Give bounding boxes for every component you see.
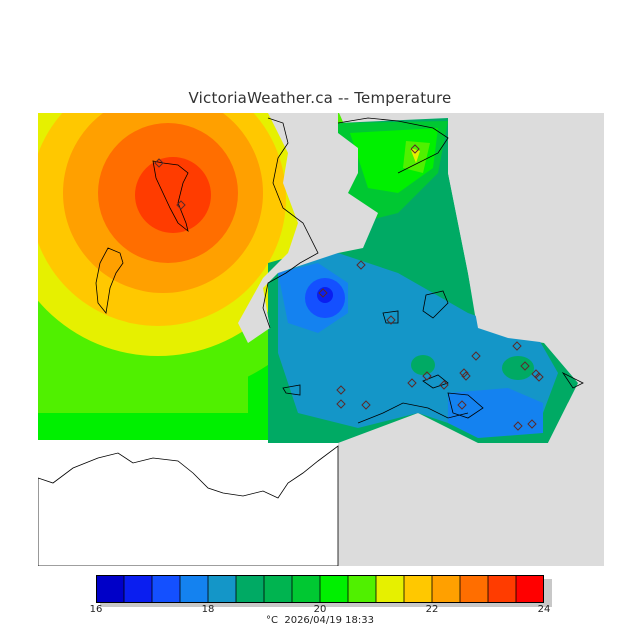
footer-text: °C 2026/04/19 18:33 bbox=[0, 615, 640, 626]
colorbar-tick-label: 20 bbox=[313, 604, 327, 615]
station-marker bbox=[512, 341, 522, 351]
colorbar-segment bbox=[432, 575, 460, 603]
temperature-map[interactable] bbox=[38, 113, 604, 566]
station-marker bbox=[439, 380, 449, 390]
station-marker bbox=[422, 371, 432, 381]
station-marker bbox=[459, 368, 469, 378]
timestamp: 2026/04/19 18:33 bbox=[284, 615, 374, 626]
colorbar-segment bbox=[376, 575, 404, 603]
colorbar-segment bbox=[124, 575, 152, 603]
colorbar-border bbox=[96, 575, 544, 603]
colorbar-segment bbox=[180, 575, 208, 603]
no-data-east bbox=[238, 113, 604, 566]
station-marker bbox=[534, 372, 544, 382]
station-marker bbox=[520, 361, 530, 371]
coastlines bbox=[95, 117, 584, 424]
station-marker bbox=[356, 260, 366, 270]
colorbar-segment bbox=[236, 575, 264, 603]
station-marker bbox=[461, 371, 471, 381]
colorbar-segment bbox=[488, 575, 516, 603]
colorbar-segment bbox=[152, 575, 180, 603]
colorbar-segment bbox=[404, 575, 432, 603]
station-marker bbox=[457, 400, 467, 410]
station-marker bbox=[471, 351, 481, 361]
olympic-peninsula-outline bbox=[38, 445, 339, 566]
colorbar-segment bbox=[208, 575, 236, 603]
colorbar-segment bbox=[516, 575, 544, 603]
station-marker bbox=[513, 421, 523, 431]
colorbar-segment bbox=[264, 575, 292, 603]
colorbar-tick-label: 22 bbox=[425, 604, 439, 615]
temperature-map-canvas bbox=[38, 113, 604, 566]
station-marker bbox=[386, 315, 396, 325]
colorbar-svg bbox=[96, 575, 544, 603]
station-marker bbox=[336, 399, 346, 409]
colorbar-tick-label: 16 bbox=[89, 604, 103, 615]
colorbar-segment bbox=[320, 575, 348, 603]
colorbar-segment bbox=[96, 575, 124, 603]
colorbar-segment bbox=[292, 575, 320, 603]
station-marker bbox=[527, 419, 537, 429]
colorbar-segment bbox=[460, 575, 488, 603]
colorbar bbox=[96, 575, 544, 603]
colorbar-tick-label: 18 bbox=[201, 604, 215, 615]
station-marker bbox=[410, 144, 420, 154]
station-marker bbox=[318, 288, 328, 298]
unit-label: °C bbox=[266, 615, 278, 626]
station-marker bbox=[407, 378, 417, 388]
station-marker bbox=[176, 200, 186, 210]
station-markers bbox=[154, 144, 544, 431]
map-title: VictoriaWeather.ca -- Temperature bbox=[188, 89, 452, 107]
station-marker bbox=[336, 385, 346, 395]
station-marker bbox=[361, 400, 371, 410]
colorbar-segment bbox=[348, 575, 376, 603]
station-marker bbox=[154, 158, 164, 168]
colorbar-tick-label: 24 bbox=[537, 604, 551, 615]
